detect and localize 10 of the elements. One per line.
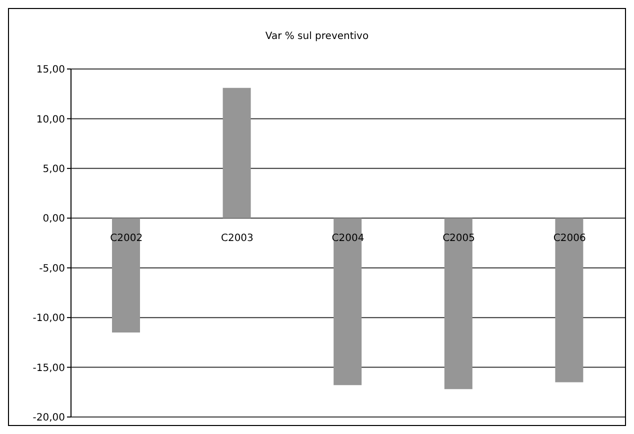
chart-title: Var % sul preventivo <box>264 31 370 42</box>
y-tick-label: -15,00 <box>32 362 65 374</box>
y-tick-label: 15,00 <box>36 64 65 76</box>
y-tick-label: -10,00 <box>32 313 65 324</box>
y-tick-label: 5,00 <box>42 164 65 175</box>
y-tick-label: 10,00 <box>36 114 65 126</box>
y-tick-label: -20,00 <box>32 412 65 424</box>
x-tick-label: C2003 <box>220 233 254 244</box>
y-tick-label: 0,00 <box>42 214 65 225</box>
y-tick-label: -5,00 <box>39 263 65 274</box>
